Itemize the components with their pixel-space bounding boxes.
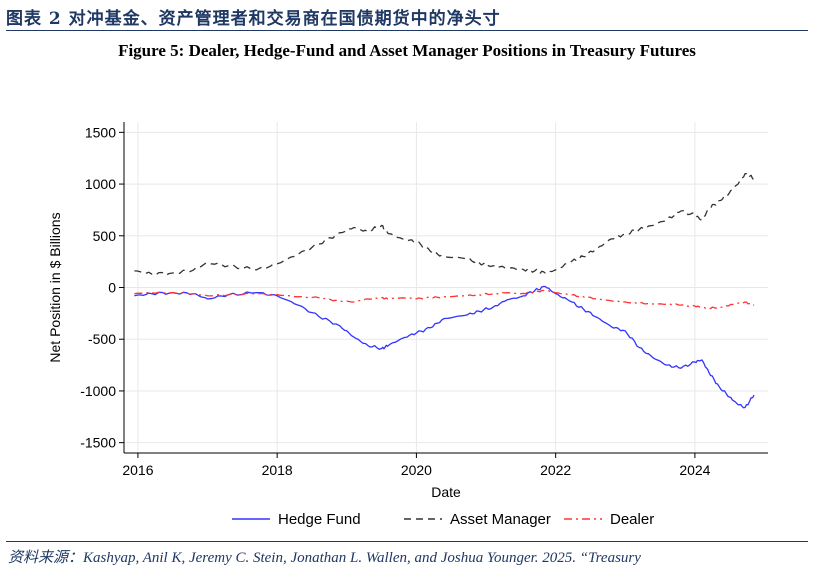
header-rule [6, 30, 808, 31]
asset-manager-line [134, 173, 755, 276]
dealer-line [134, 289, 755, 310]
source-rule [6, 541, 808, 542]
y-tick-label: -500 [88, 331, 116, 347]
y-tick-label: -1000 [80, 383, 116, 399]
x-tick-label: 2018 [262, 462, 293, 478]
chart: 1500 1000 500 0 -500 -1000 -1500 2016 2018 2020 20… [47, 122, 768, 528]
x-tick-label: 2020 [401, 462, 432, 478]
legend-label-hedge-fund: Hedge Fund [278, 511, 361, 528]
y-axis-label: Net Position in $ Billions [47, 212, 63, 362]
y-tick-label: 1000 [85, 176, 116, 192]
source-note: 资料来源：Kashyap, Anil K, Jeremy C. Stein, J… [8, 550, 641, 566]
axes: 1500 1000 500 0 -500 -1000 -1500 2016 2018 2020 20… [47, 122, 768, 500]
legend-label-asset-manager: Asset Manager [450, 511, 551, 528]
y-tick-label: 1500 [85, 124, 116, 140]
series-lines [134, 173, 755, 409]
y-tick-label: -1500 [80, 435, 116, 451]
x-tick-label: 2016 [122, 462, 153, 478]
hedge-fund-line [134, 285, 755, 409]
figure-title: Figure 5: Dealer, Hedge-Fund and Asset M… [118, 41, 696, 60]
y-tick-label: 0 [108, 280, 116, 296]
y-tick-label: 500 [93, 228, 117, 244]
report-figure-header: 图表 2 对冲基金、资产管理者和交易商在国债期货中的净头寸 [6, 9, 501, 29]
x-tick-label: 2024 [679, 462, 710, 478]
x-tick-label: 2022 [540, 462, 571, 478]
legend: Hedge Fund Asset Manager Dealer [232, 511, 654, 528]
x-axis-label: Date [431, 484, 461, 500]
gridlines [124, 122, 768, 453]
legend-label-dealer: Dealer [610, 511, 654, 528]
